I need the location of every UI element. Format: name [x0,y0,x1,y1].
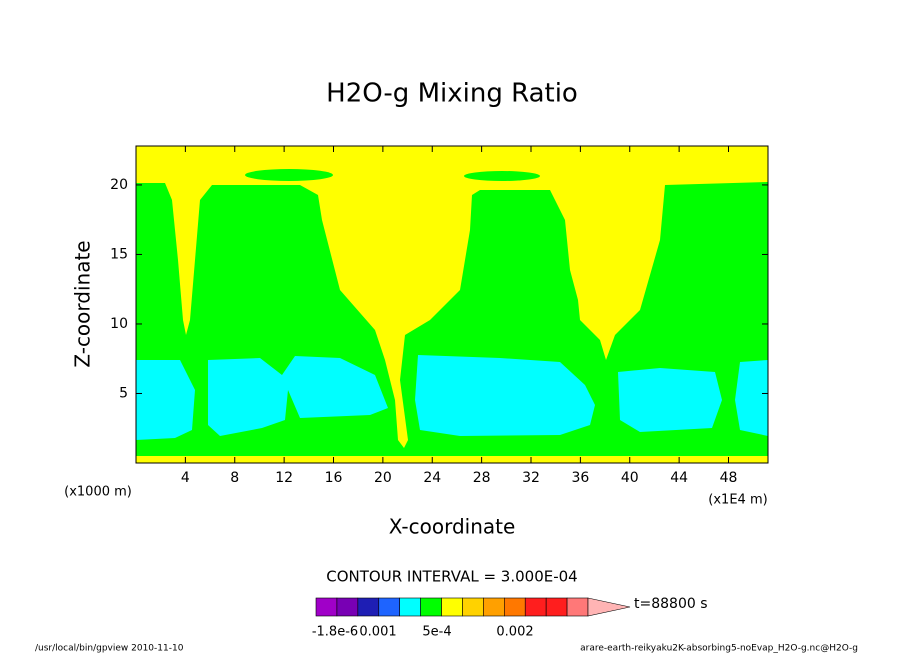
colorbar-extend [587,597,631,617]
colorbar-box [462,597,484,617]
y-tick-label: 15 [110,246,128,262]
x-tick-label: 48 [720,470,738,486]
x-tick-label: 4 [181,470,190,486]
footer: /usr/local/bin/gpview 2010-11-10 [35,644,184,654]
contour-region [208,356,388,436]
contour-region [245,169,333,181]
colorbar-label: -1.8e-6 [312,625,358,640]
contour-region [464,171,540,181]
colorbar-box [399,597,421,617]
colorbar-label: 0.002 [496,625,533,640]
x-axis-title: X-coordinate [389,515,516,539]
x-tick-label: 12 [275,470,293,486]
colorbar-box [441,597,463,617]
colorbar-box [566,597,589,617]
y-tick-label: 10 [110,316,128,332]
colorbar-label: 0.001 [359,625,396,640]
colorbar-box [420,597,442,617]
x-tick-label: 44 [670,470,688,486]
footer: arare-earth-reikyaku2K-absorbing5-noEvap… [580,644,858,654]
y-axis-title: Z-coordinate [71,240,95,367]
x-tick-label: 40 [621,470,639,486]
colorbar-label: 5e-4 [422,625,451,640]
contour-region [136,360,195,440]
x-tick-label: 20 [374,470,392,486]
x-tick-label: 16 [325,470,343,486]
colorbar [315,597,631,617]
contour-region [618,368,722,432]
colorbar-box [483,597,505,617]
colorbar-box [545,597,568,617]
contour-region [735,360,768,436]
colorbar-box [504,597,526,617]
contour-region [415,355,595,436]
x-tick-label: 8 [230,470,239,486]
x-unit: (x1E4 m) [708,493,767,508]
contour-field [136,146,768,463]
plot-frame [135,145,769,464]
colorbar-box [357,597,380,617]
colorbar-box [315,597,338,617]
x-unit: (x1000 m) [64,485,132,500]
x-tick-label: 28 [473,470,491,486]
colorbar-box [378,597,400,617]
x-tick-label: 24 [423,470,441,486]
x-tick-label: 36 [571,470,589,486]
x-tick-label: 32 [522,470,540,486]
y-tick-label: 5 [119,385,128,401]
chart-title: H2O-g Mixing Ratio [326,79,578,109]
colorbar-box [336,597,359,617]
contour-interval: CONTOUR INTERVAL = 3.000E-04 [326,568,577,586]
colorbar-box [524,597,547,617]
y-tick-label: 20 [110,177,128,193]
time-label: t=88800 s [634,596,708,612]
